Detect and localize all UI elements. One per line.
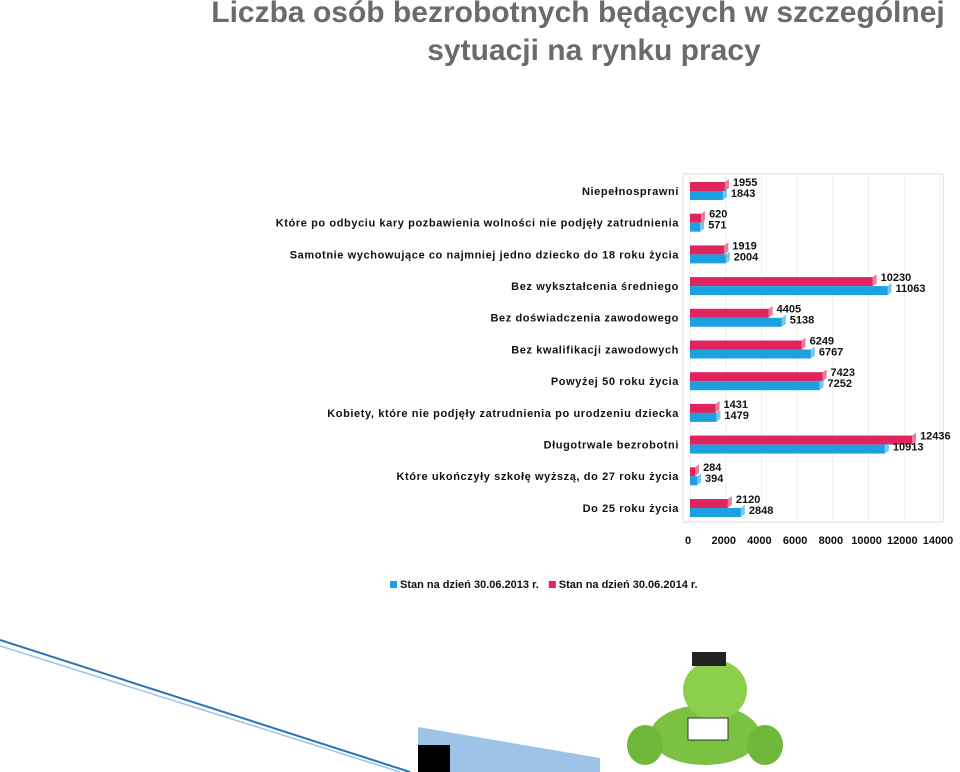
bar-side — [819, 378, 824, 391]
bar — [690, 277, 873, 287]
bar-side — [801, 337, 806, 350]
value-label: 10230 — [881, 272, 912, 284]
value-label: 571 — [708, 220, 726, 232]
bar — [690, 403, 716, 413]
value-label: 11063 — [896, 283, 926, 295]
x-tick-label: 14000 — [923, 535, 954, 547]
bar — [690, 412, 717, 422]
category-label: Bez kwalifikacji zawodowych — [511, 344, 679, 356]
x-tick-label: 8000 — [819, 535, 843, 547]
legend-label: Stan na dzień 30.06.2013 r. — [400, 579, 539, 591]
bar-side — [884, 441, 889, 454]
category-label: Powyżej 50 roku życia — [551, 376, 679, 388]
bar — [690, 213, 702, 223]
category-label: Które po odbyciu kary pozbawienia wolnoś… — [276, 218, 680, 230]
bar-side — [822, 369, 827, 382]
bar — [690, 254, 726, 264]
bar-side — [781, 314, 786, 327]
bar — [690, 222, 701, 232]
category-label: Bez doświadczenia zawodowego — [490, 313, 679, 325]
bar-side — [700, 219, 705, 232]
bar — [690, 349, 811, 359]
bar — [690, 499, 728, 508]
value-label: 7252 — [828, 378, 852, 390]
decor-line — [0, 639, 411, 772]
legend-swatch — [390, 581, 397, 588]
x-tick-label: 2000 — [711, 535, 735, 547]
category-label: Samotnie wychowujące co najmniej jedno d… — [290, 249, 680, 261]
bar — [690, 467, 696, 477]
value-label: 1955 — [733, 177, 757, 189]
value-label: 1431 — [724, 399, 748, 411]
decor-shape — [418, 745, 450, 772]
bar-side — [724, 242, 729, 255]
value-label: 1919 — [732, 240, 756, 252]
bar — [690, 340, 802, 350]
x-tick-label: 10000 — [851, 535, 882, 547]
value-label: 5138 — [790, 315, 814, 327]
x-tick-label: 0 — [685, 535, 691, 547]
title-line: Liczba osób bezrobotnych będących w szcz… — [211, 0, 944, 29]
category-label: Długotrwale bezrobotni — [544, 440, 679, 452]
bar-side — [727, 496, 732, 508]
bar — [690, 435, 913, 445]
category-label: Kobiety, które nie podjęły zatrudnienia … — [327, 408, 679, 420]
bar-side — [695, 464, 700, 477]
value-label: 284 — [703, 462, 722, 474]
bar-side — [912, 432, 917, 445]
legend-swatch — [548, 581, 556, 588]
category-label: Które ukończyły szkołę wyższą, do 27 rok… — [396, 471, 679, 483]
bar-side — [701, 210, 706, 223]
value-label: 7423 — [831, 367, 855, 379]
value-label: 1479 — [724, 410, 748, 422]
bar-side — [722, 188, 727, 200]
category-label: Bez wykształcenia średniego — [511, 281, 679, 293]
bar-side — [725, 251, 730, 264]
value-label: 2120 — [736, 494, 760, 506]
x-tick-label: 12000 — [887, 535, 918, 547]
bar — [690, 286, 888, 296]
bar-side — [716, 409, 721, 422]
value-label: 4405 — [777, 304, 801, 316]
bar — [690, 381, 820, 391]
bar-side — [887, 283, 892, 296]
decor-shape — [418, 727, 600, 772]
bar-side — [697, 473, 702, 486]
bar — [690, 308, 769, 318]
value-label: 2848 — [749, 505, 773, 517]
decor-line — [0, 645, 401, 772]
bar — [690, 317, 782, 327]
value-label: 394 — [705, 473, 724, 485]
value-label: 10913 — [893, 442, 924, 454]
value-label: 1843 — [731, 188, 755, 200]
value-label: 6249 — [810, 335, 834, 347]
mascot — [627, 652, 783, 765]
bar — [690, 444, 885, 454]
legend-label: Stan na dzień 30.06.2014 r. — [559, 579, 698, 591]
value-label: 12436 — [920, 431, 951, 443]
bar-side — [740, 505, 745, 517]
bar-side — [872, 274, 877, 287]
bar-side — [724, 179, 729, 191]
category-label: Do 25 roku życia — [583, 503, 680, 515]
value-label: 620 — [709, 209, 727, 221]
value-label: 6767 — [819, 346, 843, 358]
bar-side — [715, 400, 720, 413]
bar — [690, 191, 723, 200]
plot-area — [682, 173, 944, 523]
bar-side — [810, 346, 815, 359]
bar — [690, 182, 725, 191]
value-label: 2004 — [734, 251, 759, 263]
bar-side — [768, 305, 773, 318]
x-tick-label: 4000 — [747, 535, 771, 547]
bar — [690, 476, 698, 486]
title-line: sytuacji na rynku pracy — [427, 34, 761, 67]
bar — [690, 372, 823, 382]
category-label: Niepełnosprawni — [582, 186, 679, 198]
bar — [690, 508, 741, 517]
x-tick-label: 6000 — [783, 535, 807, 547]
bar — [690, 245, 725, 255]
